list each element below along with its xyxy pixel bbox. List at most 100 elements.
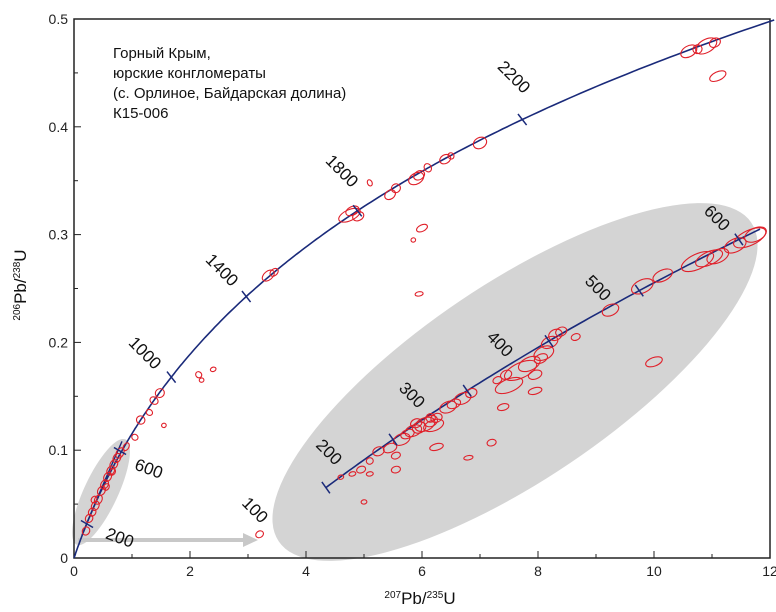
inset-analysis-ellipse	[680, 250, 715, 273]
x-tick-label: 10	[646, 563, 662, 579]
analysis-ellipse	[408, 171, 425, 186]
inset-analysis-ellipse	[465, 387, 478, 399]
analysis-ellipse-young	[100, 479, 110, 490]
inset-analysis-ellipse	[425, 412, 436, 423]
analysis-ellipse	[345, 205, 360, 217]
inset-analysis-ellipse	[570, 333, 581, 341]
analysis-ellipse-young	[109, 468, 117, 476]
inset-analysis-ellipse	[446, 398, 462, 410]
analysis-ellipse	[149, 396, 159, 405]
analysis-ellipse-young	[90, 495, 98, 504]
y-tick-label: 0	[60, 550, 68, 566]
analysis-ellipse-young	[112, 452, 122, 464]
inset-analysis-ellipse	[337, 474, 345, 480]
inset-age-tick-600	[734, 233, 744, 246]
age-label-2200: 2200	[494, 57, 534, 97]
inset-analysis-ellipse	[360, 499, 368, 505]
analysis-ellipse	[472, 136, 488, 150]
inset-analysis-ellipse	[410, 418, 423, 429]
analysis-ellipse-young	[102, 483, 110, 491]
x-tick-label: 2	[186, 563, 194, 579]
inset-analysis-ellipse	[255, 530, 265, 539]
age-label-1800: 1800	[322, 151, 362, 191]
x-axis-title: 207Pb/235U	[384, 589, 455, 608]
small-age-label-600: 600	[132, 455, 165, 483]
analysis-ellipse	[195, 371, 203, 379]
inset-analysis-ellipse	[652, 268, 673, 283]
small-age-label-200: 200	[103, 524, 136, 552]
age-tick-1400	[241, 290, 252, 303]
inset-age-label-100: 100	[238, 493, 271, 526]
info-line-sample: К15-006	[113, 105, 168, 122]
analysis-ellipse	[447, 152, 455, 160]
inset-analysis-ellipse	[423, 414, 439, 428]
y-axis-title: 206Pb/238U	[11, 249, 30, 320]
axes: 0 2 4 6 8 10 12 0 0.1 0.2 0.3 0.4 0.5	[49, 11, 776, 579]
analysis-ellipse	[416, 223, 428, 233]
analysis-ellipse	[352, 211, 365, 222]
analysis-ellipse	[161, 422, 167, 429]
inset-analysis-ellipse	[548, 328, 563, 342]
concordia-inset-large	[325, 228, 761, 489]
inset-age-tick-100	[321, 481, 331, 494]
inset-analysis-ellipse	[390, 451, 401, 460]
y-tick-label: 0.2	[49, 334, 69, 350]
analysis-ellipse-young	[106, 465, 116, 476]
inset-analysis-ellipse	[496, 403, 510, 412]
analysis-ellipse	[708, 37, 721, 48]
age-tick-1800	[352, 204, 363, 217]
analysis-ellipse	[154, 388, 165, 399]
analysis-ellipse	[410, 237, 417, 243]
inset-analysis-ellipse	[601, 303, 620, 317]
concordia-main	[73, 19, 775, 559]
analysis-ellipse-young	[90, 500, 100, 511]
analysis-ellipse-young	[87, 507, 97, 517]
x-tick-label: 0	[70, 563, 78, 579]
inset-age-tick-200	[388, 433, 398, 446]
analysis-ellipse	[709, 70, 727, 83]
x-tick-label: 12	[762, 563, 776, 579]
analysis-ellipse	[692, 44, 703, 55]
inset-arrow-head	[243, 533, 258, 547]
inset-analysis-ellipse	[527, 369, 543, 380]
inset-analysis-ellipse	[555, 326, 568, 337]
analysis-ellipses	[81, 37, 767, 539]
analysis-ellipse	[135, 415, 146, 425]
y-tick-label: 0.5	[49, 11, 69, 27]
analysis-ellipse-young	[103, 471, 113, 483]
inset-analysis-ellipse	[423, 418, 445, 433]
analysis-ellipse	[439, 153, 452, 165]
analysis-ellipse	[269, 267, 279, 277]
age-tick-2200	[517, 113, 528, 126]
analysis-ellipse	[390, 183, 401, 194]
info-line-unit: юрские конгломераты	[113, 65, 266, 82]
analysis-ellipse	[695, 37, 718, 55]
inset-analysis-ellipse	[392, 432, 411, 446]
inset-age-tick-400	[544, 334, 554, 348]
analysis-ellipse	[145, 408, 154, 417]
age-label-1400: 1400	[202, 250, 242, 290]
inset-analysis-ellipse	[390, 465, 402, 474]
inset-age-tick-500	[634, 284, 644, 297]
inset-analysis-ellipse	[492, 376, 503, 385]
inset-analysis-ellipse	[356, 465, 367, 474]
info-line-locality: (с. Орлиное, Байдарская долина)	[113, 85, 346, 102]
age-label-1000: 1000	[125, 333, 165, 373]
analysis-ellipse	[198, 377, 205, 383]
analysis-ellipse-young	[81, 526, 91, 536]
analysis-ellipse	[131, 433, 139, 441]
y-tick-label: 0.1	[49, 442, 69, 458]
analysis-ellipse-young	[84, 513, 94, 524]
inset-age-tick-300	[462, 384, 472, 397]
analysis-ellipse	[366, 179, 373, 187]
inset-analysis-ellipse	[533, 353, 549, 365]
info-line-region: Горный Крым,	[113, 45, 211, 62]
analysis-ellipse	[414, 291, 424, 297]
x-tick-label: 4	[302, 563, 310, 579]
analysis-ellipse	[209, 366, 217, 373]
y-tick-label: 0.4	[49, 119, 69, 135]
age-tick-1000	[166, 371, 177, 384]
inset-analysis-ellipse	[365, 457, 374, 465]
inset-analysis-ellipse	[733, 227, 767, 249]
